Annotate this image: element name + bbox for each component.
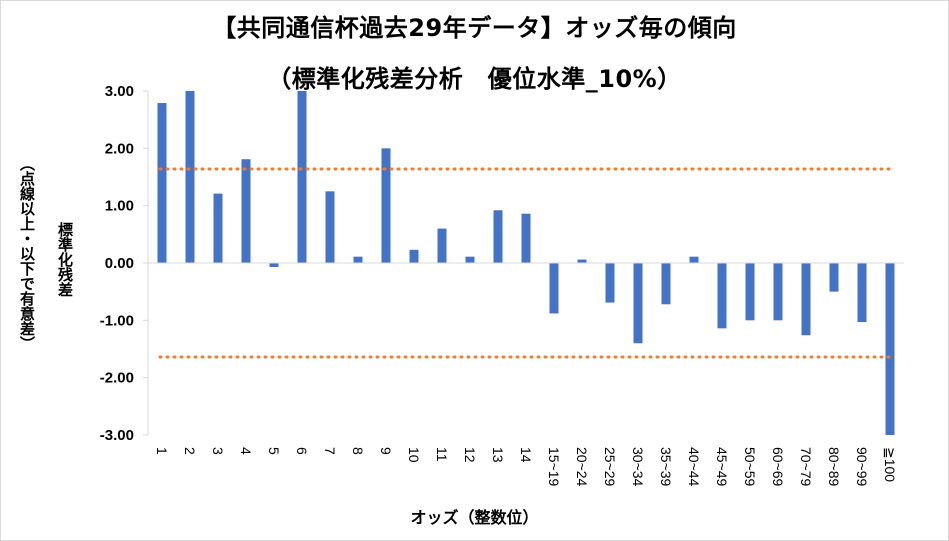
x-tick-label: 4	[238, 447, 254, 455]
y-axis-label-line1: 標準化残差	[56, 222, 74, 297]
bar	[185, 91, 195, 263]
x-tick-label: 45~49	[714, 447, 730, 487]
bar	[717, 263, 727, 329]
bar	[157, 103, 167, 263]
x-tick-label: 15~19	[546, 447, 562, 487]
x-tick-label: 9	[378, 447, 394, 455]
bar	[241, 159, 251, 263]
x-tick-label: 3	[210, 447, 226, 455]
x-tick-label: 7	[322, 447, 338, 455]
y-tick-label: 1.00	[105, 198, 134, 215]
x-tick-label: 30~34	[630, 447, 646, 487]
x-tick-label: 11	[434, 447, 450, 462]
x-tick-label: 20~24	[574, 447, 590, 487]
y-tick-label: 3.00	[105, 83, 134, 100]
bar	[745, 263, 755, 321]
bar	[605, 263, 615, 303]
x-tick-label: 1	[154, 447, 170, 455]
bar	[577, 259, 587, 263]
chart-title-line2: （標準化残差分析 優位水準_10%）	[267, 65, 682, 93]
x-tick-label: 10	[406, 447, 422, 463]
bar	[353, 256, 363, 263]
y-tick-label: -3.00	[100, 427, 134, 444]
x-tick-label: 6	[294, 447, 310, 455]
bar	[381, 148, 391, 263]
y-tick-label: -2.00	[100, 370, 134, 387]
x-tick-label: 40~44	[686, 447, 702, 487]
bar	[213, 193, 223, 263]
bar	[521, 213, 531, 263]
bar	[325, 191, 335, 263]
x-tick-label: 35~39	[658, 447, 674, 487]
bar	[885, 263, 895, 435]
x-tick-label: 60~69	[770, 447, 786, 487]
bar	[829, 263, 839, 292]
x-tick-label: 5	[266, 447, 282, 455]
bar	[773, 263, 783, 321]
bar	[549, 263, 559, 314]
x-tick-label: 80~89	[826, 447, 842, 487]
y-tick-label: -1.00	[100, 312, 134, 329]
x-tick-label: 12	[462, 447, 478, 463]
x-tick-label: 13	[490, 447, 506, 463]
bar	[437, 228, 447, 263]
bar	[493, 210, 503, 263]
bar	[633, 263, 643, 344]
x-tick-label: 14	[518, 447, 534, 463]
bar	[409, 249, 419, 263]
bar	[269, 263, 279, 268]
bar	[689, 256, 699, 263]
y-tick-label: 2.00	[105, 140, 134, 157]
x-tick-label: 8	[350, 447, 366, 455]
chart-title-line1: 【共同通信杯過去29年データ】オッズ毎の傾向	[212, 14, 737, 42]
y-tick-label: 0.00	[105, 255, 134, 272]
y-axis-label-line2: （点線以上・以下で有意差）	[18, 156, 36, 351]
x-tick-label: ≧100	[882, 447, 898, 482]
y-axis-label: 標準化残差 （点線以上・以下で有意差）	[8, 150, 74, 420]
x-tick-label: 50~59	[742, 447, 758, 487]
bar	[857, 263, 867, 323]
x-tick-label: 25~29	[602, 447, 618, 487]
x-tick-label: 90~99	[854, 447, 870, 487]
x-tick-label: 70~79	[798, 447, 814, 487]
bar	[661, 263, 671, 305]
bar	[297, 91, 307, 263]
x-tick-label: 2	[182, 447, 198, 455]
x-axis-label: オッズ（整数位）	[410, 508, 539, 527]
bar	[465, 256, 475, 263]
bar	[801, 263, 811, 336]
